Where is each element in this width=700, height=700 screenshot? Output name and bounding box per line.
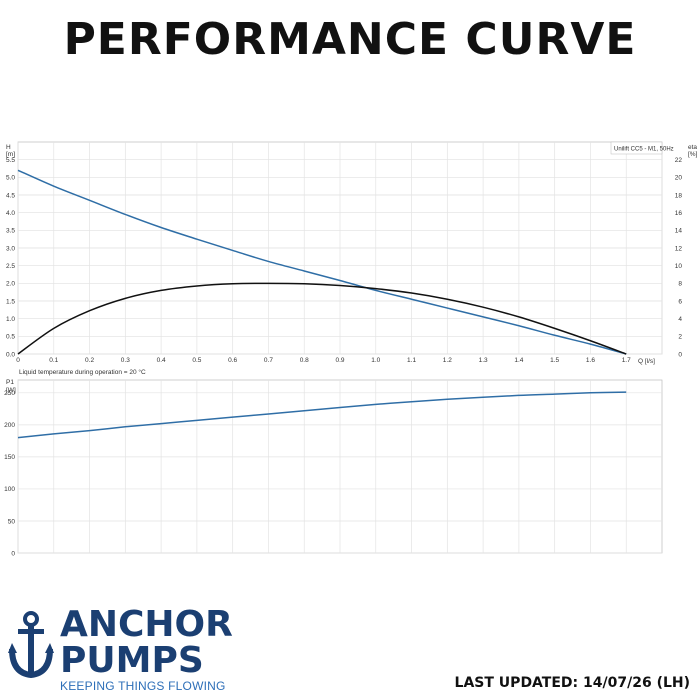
y-left-tick-label: 5.5 [6, 157, 15, 164]
y-left-label-line1: H [6, 144, 11, 151]
x-tick-label: 1.5 [550, 357, 559, 364]
x-tick-label: 1.3 [479, 357, 488, 364]
x-tick-label: 1.1 [407, 357, 416, 364]
brand-name-line2: PUMPS [60, 640, 204, 681]
legend-box [610, 141, 663, 155]
y-left-tick-label: 3.0 [6, 245, 15, 252]
y-left-tick-label: 0.5 [6, 334, 15, 341]
y-right-tick-label: 0 [678, 351, 682, 358]
lower-grid [17, 380, 662, 554]
y-right-label-line2: [%] [688, 151, 698, 158]
lower-chart: 0 50 100 150 200 250 P1 [W] [4, 379, 663, 557]
x-tick-label: 0.5 [192, 357, 201, 364]
y-left-tick-label: 4.0 [6, 210, 15, 217]
y-right-tick-label: 14 [675, 228, 683, 235]
y-right-label-line1: eta [688, 144, 697, 151]
x-tick-label: 1.2 [443, 357, 452, 364]
x-tick-label: 0.7 [264, 357, 273, 364]
y-left-tick-label: 0.0 [6, 351, 15, 358]
upper-y-ticks-left: 0.0 0.5 1.0 1.5 2.0 2.5 3.0 3.5 4.0 4.5 5.0 5.5 [6, 157, 15, 358]
x-tick-label: 0.6 [228, 357, 237, 364]
y-right-tick-label: 10 [675, 263, 683, 270]
x-tick-label: 1.7 [622, 357, 631, 364]
y-right-tick-label: 16 [675, 210, 683, 217]
y-right-tick-label: 2 [678, 334, 682, 341]
power-tick-label: 200 [4, 422, 15, 429]
x-axis-label: Q [l/s] [638, 358, 655, 365]
x-tick-label: 1.4 [514, 357, 523, 364]
power-label-line1: P1 [6, 379, 14, 386]
lower-y-ticks: 0 50 100 150 200 250 [4, 390, 15, 557]
power-tick-label: 50 [8, 518, 16, 525]
anchor-icon [8, 611, 54, 679]
x-tick-label: 0.1 [49, 357, 58, 364]
upper-x-ticks: 0 0.1 0.2 0.3 0.4 0.5 0.6 0.7 0.8 0.9 1.0 1.1 1.2 1.3… [16, 357, 631, 364]
power-tick-label: 150 [4, 454, 15, 461]
power-tick-label: 250 [4, 390, 15, 397]
upper-chart: 0 0.1 0.2 0.3 0.4 0.5 0.6 0.7 0.8 0.9 1.0 1.1 1.2 1.3… [6, 141, 698, 376]
x-tick-label: 1.0 [371, 357, 380, 364]
temperature-note: Liquid temperature during operation = 20… [19, 368, 146, 376]
last-updated-text: LAST UPDATED: 14/07/26 (LH) [454, 675, 690, 691]
x-tick-label: 0.9 [335, 357, 344, 364]
head-curve [17, 169, 627, 355]
power-tick-label: 100 [4, 486, 15, 493]
power-tick-label: 0 [11, 550, 15, 557]
x-tick-label: 0.2 [85, 357, 94, 364]
x-tick-label: 0.3 [121, 357, 130, 364]
y-left-tick-label: 3.5 [6, 228, 15, 235]
upper-y-ticks-right: 0 2 4 6 8 10 12 14 16 18 20 22 [675, 157, 683, 358]
y-right-tick-label: 12 [675, 245, 683, 252]
y-left-tick-label: 2.5 [6, 263, 15, 270]
y-left-tick-label: 1.0 [6, 316, 15, 323]
y-left-tick-label: 4.5 [6, 192, 15, 199]
x-tick-label: 0 [16, 357, 20, 364]
y-right-tick-label: 22 [675, 157, 683, 164]
efficiency-curve [17, 282, 627, 355]
y-left-tick-label: 5.0 [6, 175, 15, 182]
brand-tagline: KEEPING THINGS FLOWING [60, 679, 226, 693]
y-right-tick-label: 20 [675, 175, 683, 182]
legend-label: Unilift CC5 - M1, 50Hz [614, 147, 674, 153]
y-right-tick-label: 18 [675, 192, 683, 199]
y-right-tick-label: 8 [678, 281, 682, 288]
brand-logo: ANCHOR PUMPS KEEPING THINGS FLOWING [8, 605, 248, 695]
power-label-line2: [W] [6, 387, 16, 394]
y-right-tick-label: 6 [678, 298, 682, 305]
x-tick-label: 0.8 [300, 357, 309, 364]
x-tick-label: 0.4 [157, 357, 166, 364]
page-title: PERFORMANCE CURVE [63, 14, 637, 65]
y-left-label-line2: [m] [6, 151, 15, 158]
x-tick-label: 1.6 [586, 357, 595, 364]
brand-name-line1: ANCHOR [60, 604, 233, 645]
y-right-tick-label: 4 [678, 316, 682, 323]
y-left-tick-label: 1.5 [6, 298, 15, 305]
upper-grid [17, 142, 663, 355]
power-curve [17, 391, 627, 439]
y-left-tick-label: 2.0 [6, 281, 15, 288]
